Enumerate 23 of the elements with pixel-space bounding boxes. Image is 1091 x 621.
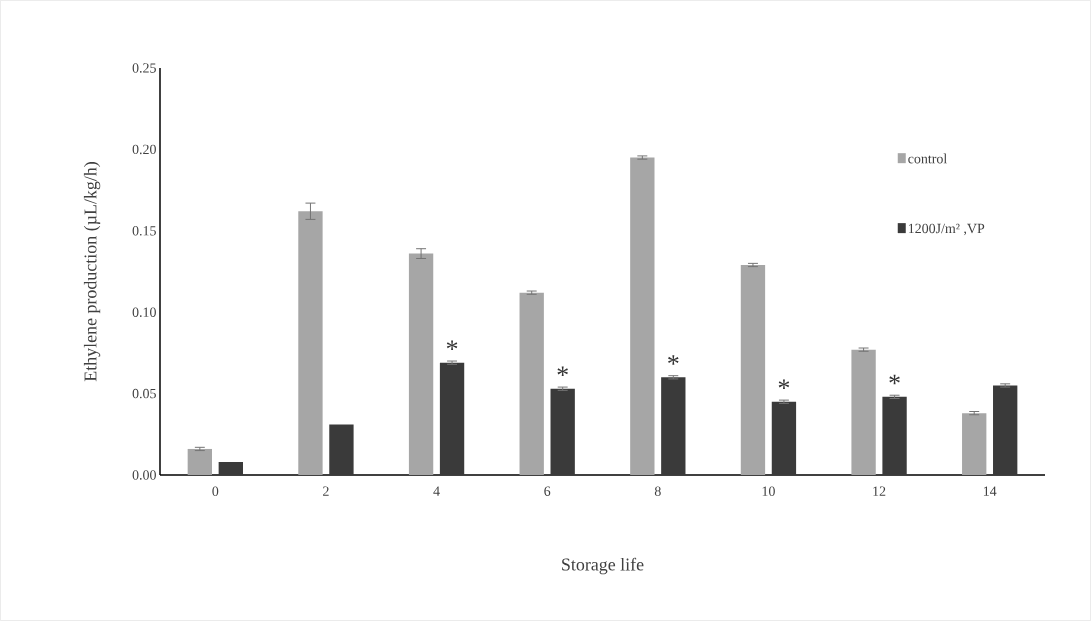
x-tick-label: 14 (983, 486, 997, 496)
y-tick-label: 0.15 (132, 226, 156, 236)
legend-label: 1200J/m² ,VP (908, 223, 985, 236)
x-tick-label: 4 (433, 486, 440, 496)
annotation: * (668, 355, 679, 365)
x-tick-label: 0 (212, 486, 219, 496)
x-tick-label: 2 (323, 486, 329, 496)
y-axis-title: Ethylene production (µL/kg/h) (83, 162, 101, 382)
legend-label: control (908, 153, 947, 164)
x-axis-title: Storage life (562, 557, 644, 575)
x-tick-label: 8 (654, 486, 661, 496)
y-tick-label: 0.05 (132, 388, 156, 399)
y-tick-label: 0.00 (132, 470, 156, 480)
x-tick-label: 10 (762, 486, 775, 496)
x-tick-label: 12 (873, 486, 886, 496)
y-tick-label: 0.25 (132, 63, 156, 73)
annotation: * (557, 366, 568, 377)
y-tick-label: 0.10 (132, 307, 156, 317)
x-tick-label: 6 (544, 486, 551, 496)
y-tick-label: 0.20 (132, 144, 156, 155)
annotation: * (778, 379, 790, 390)
annotation: * (889, 374, 900, 385)
annotation: * (446, 340, 458, 350)
